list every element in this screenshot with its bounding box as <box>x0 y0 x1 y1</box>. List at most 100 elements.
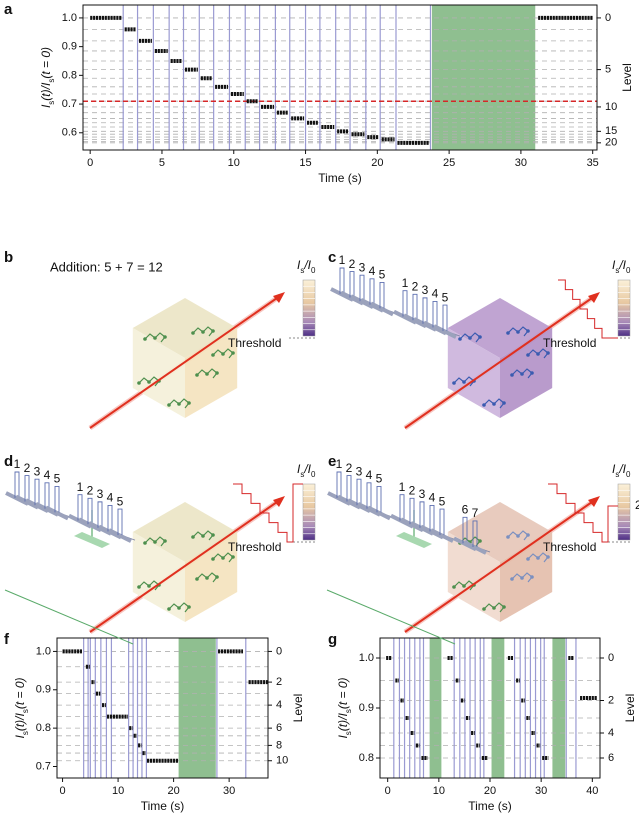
label-part: /I <box>303 462 311 476</box>
pulse-label: 1 <box>399 480 406 494</box>
label-part: 0 <box>311 470 316 479</box>
y-tick-label: 1.0 <box>36 645 51 657</box>
label-part: s <box>344 731 353 735</box>
label-part: s <box>300 470 304 479</box>
atom <box>502 605 506 609</box>
y2-tick-label: 4 <box>608 727 614 739</box>
shaded-region <box>491 638 505 778</box>
laser-beam <box>404 501 593 633</box>
pulse <box>442 304 448 332</box>
pulse-label: 5 <box>376 472 383 486</box>
pulse <box>366 482 372 509</box>
pulse <box>439 508 445 536</box>
pulse-label: 2 <box>24 461 31 475</box>
atom <box>546 555 550 559</box>
intensity-trace <box>548 483 618 543</box>
cube-top <box>132 502 238 562</box>
x-tick-label: 0 <box>385 785 391 797</box>
pulse-label: 5 <box>54 472 61 486</box>
x-axis-label: Time (s) <box>141 799 185 813</box>
pulse <box>409 497 415 525</box>
y2-tick-label: 4 <box>276 699 282 711</box>
atom <box>211 533 215 537</box>
y-tick-label: 0.8 <box>62 69 77 81</box>
x-tick-label: 10 <box>433 785 445 797</box>
pulse-bar <box>433 324 457 339</box>
pulse-label: 3 <box>34 464 41 478</box>
pulse-label: 4 <box>429 491 436 505</box>
y2-axis-label: Level <box>623 694 637 723</box>
pulse-label: 3 <box>359 260 366 274</box>
y-axis-label: Is(t)/Is(t = 0) <box>39 47 55 108</box>
label-part: I <box>612 258 616 272</box>
atom <box>526 533 530 537</box>
x-tick-label: 35 <box>587 157 599 169</box>
atom <box>167 607 171 611</box>
label-part: s <box>300 266 304 275</box>
y2-tick-label: 0 <box>605 12 611 24</box>
atom <box>520 372 524 376</box>
cube-left <box>132 532 185 622</box>
pulse-label: 1 <box>336 457 343 471</box>
atom <box>482 607 486 611</box>
y2-tick-label: 8 <box>276 739 282 751</box>
atom <box>205 576 209 580</box>
y2-tick-label: 6 <box>276 722 282 734</box>
atom <box>462 380 466 384</box>
atom <box>520 576 524 580</box>
colorbar-label: Is/I0 <box>297 462 316 478</box>
pulse-label: 3 <box>97 487 104 501</box>
colorbar <box>617 483 631 541</box>
pulse <box>369 278 375 305</box>
atom <box>530 371 534 375</box>
pulse <box>462 516 468 544</box>
y2-tick-label: 10 <box>276 755 288 767</box>
atom <box>510 373 514 377</box>
pulse-label: 5 <box>439 494 446 508</box>
pulse-label: 1 <box>77 480 84 494</box>
atom <box>143 337 147 341</box>
atom <box>468 336 472 340</box>
atom <box>191 331 195 335</box>
colorbar <box>302 483 316 541</box>
y-tick-label: 1.0 <box>359 652 374 664</box>
cube-right <box>500 532 553 622</box>
label-part: (t)/ <box>39 84 53 100</box>
cube-top <box>132 298 238 358</box>
atom <box>231 351 235 355</box>
x-tick-label: 15 <box>299 157 311 169</box>
caption: Addition: 5 + 7 = 12 <box>50 259 163 274</box>
y-tick-label: 0.9 <box>36 684 51 696</box>
panel-label: e <box>328 453 336 470</box>
y2-axis-label: Level <box>291 694 305 723</box>
threshold-label: Threshold <box>228 336 281 350</box>
pulse-label: 4 <box>366 468 373 482</box>
label-part: /I <box>618 258 626 272</box>
atom <box>462 584 466 588</box>
threshold-label: Threshold <box>543 540 596 554</box>
atom <box>478 539 482 543</box>
pulse <box>432 301 438 328</box>
pulse <box>97 501 103 528</box>
atom <box>452 585 456 589</box>
x-tick-label: 30 <box>223 785 235 797</box>
pulse-label: 3 <box>419 487 426 501</box>
plot-frame <box>56 637 269 779</box>
laser-beam <box>404 297 593 429</box>
label-part: (t)/ <box>13 715 27 731</box>
x-tick-label: 20 <box>167 785 179 797</box>
pulse-label: 6 <box>462 503 469 517</box>
atom <box>530 575 534 579</box>
label-part: s <box>47 79 56 83</box>
pulse <box>346 475 352 502</box>
pulse-bar <box>370 301 394 317</box>
probe-beam <box>326 589 456 645</box>
plot-frame <box>82 4 598 151</box>
y-tick-label: 0.7 <box>36 760 51 772</box>
pulse <box>412 293 418 321</box>
y-tick-label: 1.0 <box>62 12 77 24</box>
panel-label: c <box>328 249 336 266</box>
label-part: I <box>39 104 53 108</box>
